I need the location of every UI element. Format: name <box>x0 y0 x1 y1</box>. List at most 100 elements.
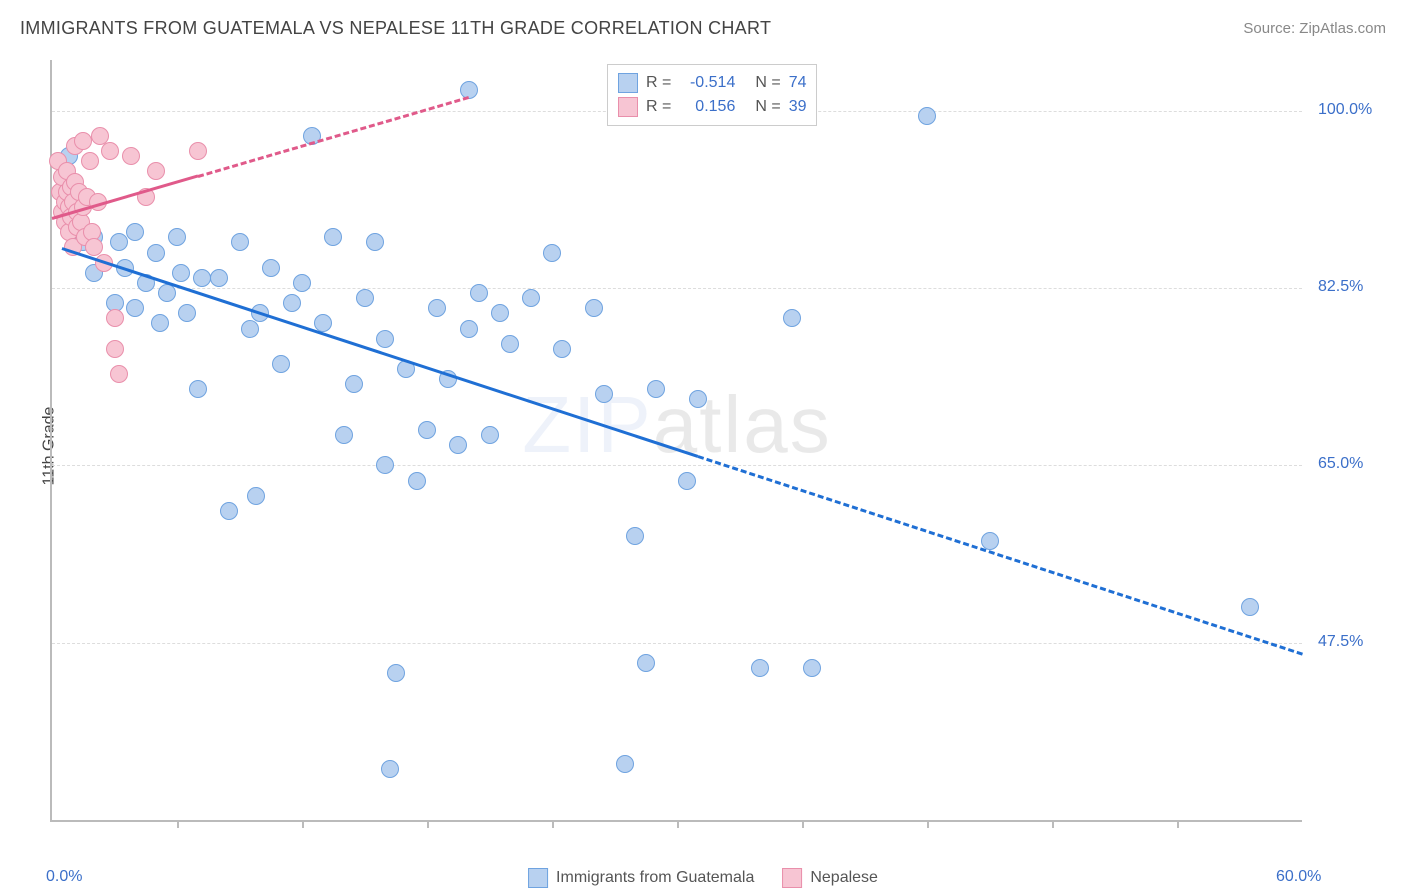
stats-n-label: N = <box>755 71 780 95</box>
data-point <box>1241 598 1259 616</box>
data-point <box>193 269 211 287</box>
data-point <box>106 309 124 327</box>
data-point <box>126 223 144 241</box>
legend-label-guatemala: Immigrants from Guatemala <box>556 869 754 887</box>
stats-r-value: 0.156 <box>679 95 735 119</box>
y-tick-label: 65.0% <box>1318 455 1363 473</box>
x-tick <box>177 820 179 828</box>
data-point <box>247 487 265 505</box>
x-tick <box>427 820 429 828</box>
y-tick-label: 47.5% <box>1318 633 1363 651</box>
data-point <box>241 320 259 338</box>
data-point <box>189 142 207 160</box>
data-point <box>689 390 707 408</box>
data-point <box>158 284 176 302</box>
legend-swatch-guatemala <box>528 868 548 888</box>
data-point <box>147 162 165 180</box>
data-point <box>428 299 446 317</box>
data-point <box>647 380 665 398</box>
x-tick <box>1177 820 1179 828</box>
data-point <box>283 294 301 312</box>
data-point <box>324 228 342 246</box>
data-point <box>637 654 655 672</box>
data-point <box>626 527 644 545</box>
data-point <box>522 289 540 307</box>
data-point <box>122 147 140 165</box>
data-point <box>783 309 801 327</box>
data-point <box>616 755 634 773</box>
stats-row: R = -0.514 N = 74 <box>618 71 806 95</box>
gridline <box>52 465 1302 466</box>
data-point <box>678 472 696 490</box>
stats-r-label: R = <box>646 95 671 119</box>
watermark-atlas: atlas <box>653 380 832 469</box>
data-point <box>595 385 613 403</box>
data-point <box>381 760 399 778</box>
data-point <box>168 228 186 246</box>
data-point <box>585 299 603 317</box>
stats-r-label: R = <box>646 71 671 95</box>
watermark-zip: ZIP <box>522 380 652 469</box>
regression-line <box>697 455 1302 655</box>
x-tick <box>1052 820 1054 828</box>
legend-item-nepalese: Nepalese <box>782 868 878 888</box>
x-tick <box>302 820 304 828</box>
data-point <box>918 107 936 125</box>
data-point <box>418 421 436 439</box>
data-point <box>460 320 478 338</box>
data-point <box>366 233 384 251</box>
data-point <box>220 502 238 520</box>
data-point <box>376 330 394 348</box>
data-point <box>210 269 228 287</box>
data-point <box>751 659 769 677</box>
data-point <box>553 340 571 358</box>
x-axis-min-label: 0.0% <box>46 868 82 886</box>
source-value: ZipAtlas.com <box>1299 20 1386 37</box>
plot-area: ZIPatlas R = -0.514 N = 74R = 0.156 N = 39 <box>50 60 1302 822</box>
data-point <box>470 284 488 302</box>
y-tick-label: 82.5% <box>1318 278 1363 296</box>
data-point <box>147 244 165 262</box>
data-point <box>262 259 280 277</box>
data-point <box>231 233 249 251</box>
legend-swatch-nepalese <box>782 868 802 888</box>
data-point <box>376 456 394 474</box>
data-point <box>481 426 499 444</box>
data-point <box>178 304 196 322</box>
data-point <box>491 304 509 322</box>
data-point <box>543 244 561 262</box>
data-point <box>110 233 128 251</box>
regression-line <box>62 248 698 459</box>
data-point <box>803 659 821 677</box>
data-point <box>293 274 311 292</box>
chart-title: IMMIGRANTS FROM GUATEMALA VS NEPALESE 11… <box>20 18 771 39</box>
stats-swatch <box>618 97 638 117</box>
data-point <box>101 142 119 160</box>
x-tick <box>677 820 679 828</box>
legend-item-guatemala: Immigrants from Guatemala <box>528 868 754 888</box>
chart-container: { "meta": { "title": "IMMIGRANTS FROM GU… <box>0 0 1406 892</box>
bottom-legend: Immigrants from Guatemala Nepalese <box>528 868 878 888</box>
data-point <box>501 335 519 353</box>
x-tick <box>802 820 804 828</box>
regression-line <box>197 96 469 178</box>
data-point <box>172 264 190 282</box>
data-point <box>272 355 290 373</box>
stats-n-value: 74 <box>789 71 807 95</box>
data-point <box>335 426 353 444</box>
data-point <box>106 340 124 358</box>
data-point <box>126 299 144 317</box>
data-point <box>189 380 207 398</box>
legend-label-nepalese: Nepalese <box>810 869 878 887</box>
x-tick <box>552 820 554 828</box>
gridline <box>52 643 1302 644</box>
stats-row: R =0.156N =39 <box>618 95 806 119</box>
data-point <box>345 375 363 393</box>
stats-n-value: 39 <box>789 95 807 119</box>
data-point <box>408 472 426 490</box>
source-label: Source: <box>1243 20 1295 37</box>
data-point <box>449 436 467 454</box>
stats-r-value: -0.514 <box>679 71 735 95</box>
x-axis-max-label: 60.0% <box>1276 868 1321 886</box>
y-tick-label: 100.0% <box>1318 101 1372 119</box>
